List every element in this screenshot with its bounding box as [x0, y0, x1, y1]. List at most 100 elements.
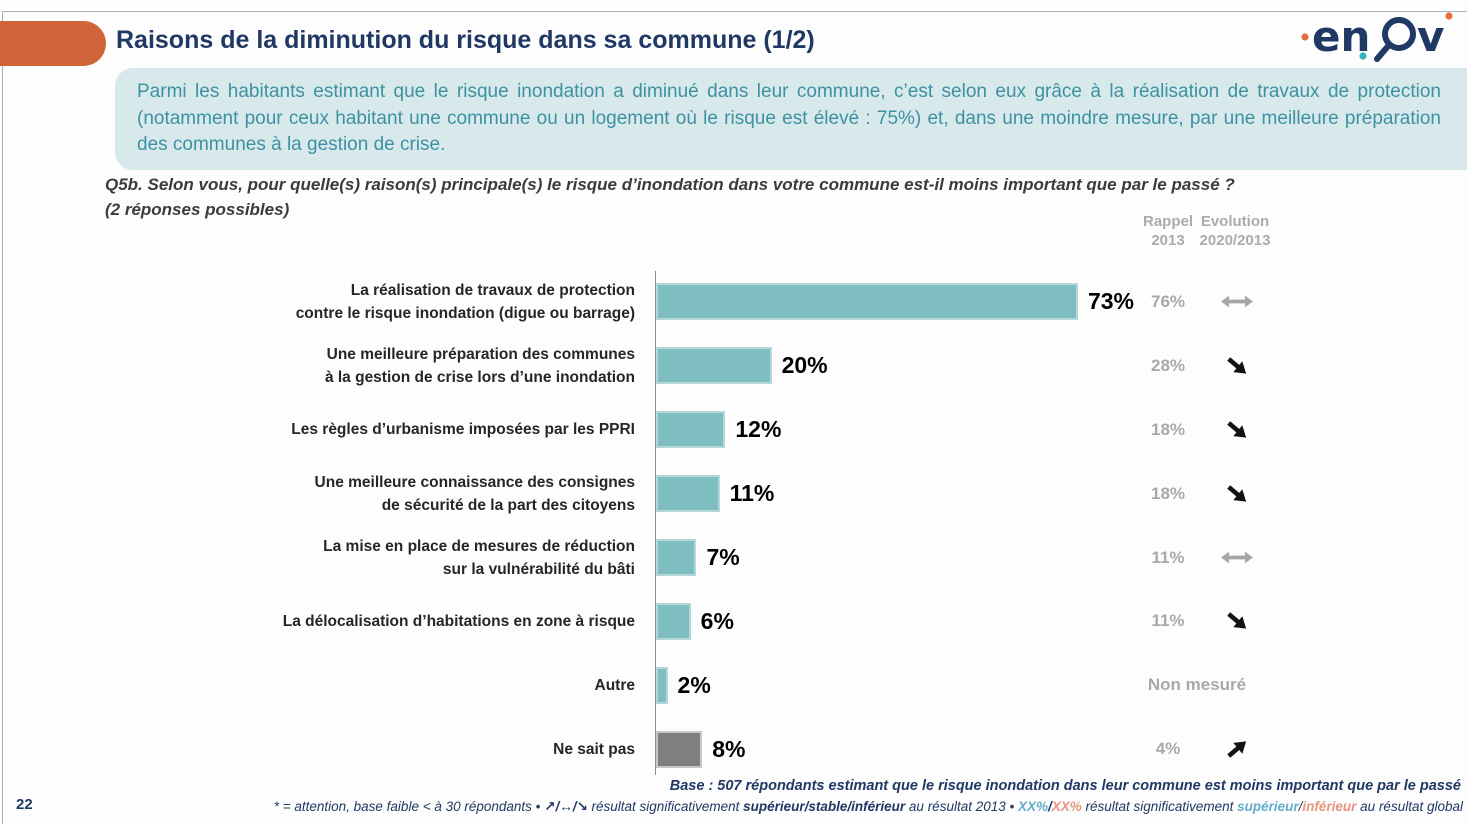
- evolution-cell: [1208, 353, 1266, 379]
- rappel-2013-value: Non mesuré: [1147, 675, 1247, 695]
- bar-value-label: 12%: [735, 416, 782, 443]
- footer-segment: * = attention, base faible < à 30 répond…: [273, 799, 545, 814]
- footer-segment: supérieur: [1237, 799, 1299, 814]
- rappel-2013-value: 28%: [1150, 355, 1186, 375]
- bar: [656, 730, 703, 768]
- category-label: Les règles d’urbanisme imposées par les …: [291, 421, 635, 439]
- chart-row: La délocalisation d’habitations en zone …: [0, 589, 1467, 653]
- logo-orange-dot-left: [1301, 33, 1309, 41]
- evolution-down-arrow-icon: [1227, 484, 1247, 502]
- bar-value-label: 73%: [1087, 288, 1134, 315]
- slide-top-border: [2, 11, 1467, 12]
- bar-value-label: 7%: [706, 544, 740, 570]
- bar: [656, 283, 1078, 321]
- evolution-down-arrow-icon: [1227, 357, 1247, 374]
- bar-zone: 7%: [656, 539, 1128, 576]
- logo-magnifier-icon: [1382, 17, 1416, 51]
- evolution-up-arrow-icon: [1227, 741, 1247, 758]
- base-note: Base : 507 répondants estimant que le ri…: [669, 778, 1461, 794]
- chart-row: La mise en place de mesures de réduction…: [0, 526, 1467, 590]
- evolution-cell: [1208, 549, 1266, 566]
- logo-letters-en: en: [1312, 12, 1370, 61]
- enov-logo: en v: [1297, 6, 1457, 69]
- logo-teal-dot: [1359, 52, 1367, 60]
- footer-segment: /: [1298, 799, 1303, 814]
- footer-segment: résultat significativement: [1081, 799, 1238, 814]
- bar-value-label: 20%: [781, 352, 828, 379]
- bar-chart: La réalisation de travaux de protection …: [0, 270, 1467, 781]
- question-line2: (2 réponses possibles): [105, 200, 290, 219]
- footer-segment: au résultat 2013 •: [905, 799, 1018, 814]
- chart-row: Autre 2% Non mesuré: [0, 653, 1467, 717]
- bar: [656, 539, 697, 576]
- bar: [656, 347, 772, 385]
- footer-legend: * = attention, base faible < à 30 répond…: [274, 799, 1463, 815]
- question-text: Q5b. Selon vous, pour quelle(s) raison(s…: [105, 172, 1385, 222]
- rappel-2013-value: 11%: [1151, 547, 1185, 567]
- category-label: Une meilleure connaissance des consignes…: [314, 473, 635, 514]
- evolution-cell: [1208, 608, 1266, 634]
- footer-segment: /: [1048, 799, 1052, 814]
- bar-zone: 11%: [656, 475, 1128, 513]
- bar-zone: 6%: [656, 602, 1128, 640]
- category-label: Une meilleure préparation des communes à…: [324, 345, 635, 386]
- category-label: La délocalisation d’habitations en zone …: [282, 612, 635, 630]
- rappel-2013-value: 18%: [1150, 419, 1186, 439]
- footer-segment: résultat significativement: [591, 799, 744, 814]
- category-label: La réalisation de travaux de protection …: [295, 281, 635, 322]
- enov-logo-graphic: en v: [1301, 12, 1453, 62]
- bar-zone: 8%: [656, 730, 1128, 768]
- bar-zone: 73%: [656, 283, 1134, 321]
- bar-value-label: 8%: [712, 735, 746, 762]
- rappel-2013-value: 4%: [1155, 739, 1181, 759]
- column-header-evolution: Evolution 2020/2013: [1199, 213, 1271, 249]
- bar: [656, 411, 726, 449]
- rappel-2013-value: 11%: [1151, 611, 1185, 631]
- evolution-cell: [1208, 293, 1266, 310]
- question-line1: Q5b. Selon vous, pour quelle(s) raison(s…: [105, 175, 1235, 194]
- evolution-cell: [1208, 481, 1266, 507]
- footer-segment: XX%: [1051, 799, 1082, 814]
- evolution-stable-arrow-icon: [1221, 551, 1253, 564]
- chart-row: Les règles d’urbanisme imposées par les …: [0, 398, 1467, 462]
- bar-value-label: 2%: [677, 671, 711, 698]
- evolution-down-arrow-icon: [1227, 612, 1247, 630]
- footer-segment: XX%: [1017, 799, 1048, 814]
- page-title: Raisons de la diminution du risque dans …: [116, 26, 815, 54]
- intro-text: Parmi les habitants estimant que le risq…: [137, 81, 1441, 155]
- logo-magnifier-handle: [1374, 42, 1392, 62]
- intro-highlight-box: Parmi les habitants estimant que le risq…: [115, 68, 1467, 170]
- category-label: La mise en place de mesures de réduction…: [323, 537, 635, 578]
- logo-letter-v: v: [1417, 12, 1444, 61]
- evolution-cell: [1208, 417, 1266, 443]
- bar-value-label: 11%: [729, 480, 775, 507]
- category-label: Autre: [594, 676, 635, 694]
- slide-left-border: [2, 11, 3, 824]
- chart-row: Ne sait pas 8% 4%: [0, 717, 1467, 781]
- footer-segment: inférieur: [1302, 799, 1357, 814]
- column-header-rappel-2013: Rappel 2013: [1142, 213, 1193, 249]
- chart-row: Une meilleure préparation des communes à…: [0, 334, 1467, 398]
- bar: [656, 602, 691, 640]
- page-number: 22: [16, 796, 33, 813]
- footer-segment: au résultat global: [1356, 799, 1463, 814]
- rappel-2013-value: 18%: [1150, 483, 1186, 503]
- footer-segment: supérieur/stable/inférieur: [743, 799, 906, 814]
- bar-value-label: 6%: [700, 607, 734, 634]
- title-accent-pill: [0, 21, 106, 66]
- bar: [656, 666, 668, 704]
- rappel-2013-value: 76%: [1150, 291, 1186, 311]
- evolution-cell: [1208, 736, 1266, 762]
- chart-row: Une meilleure connaissance des consignes…: [0, 462, 1467, 526]
- footer-segment: ↗/↔/↘: [544, 799, 592, 814]
- category-label: Ne sait pas: [553, 740, 635, 758]
- evolution-down-arrow-icon: [1227, 421, 1247, 438]
- chart-row: La réalisation de travaux de protection …: [0, 270, 1467, 334]
- bar-zone: 12%: [656, 411, 1128, 449]
- bar-zone: 2%: [656, 666, 1128, 704]
- evolution-stable-arrow-icon: [1221, 296, 1253, 308]
- chart-axis-line: [655, 271, 656, 775]
- logo-orange-dot-right: [1445, 12, 1453, 20]
- bar: [656, 475, 720, 513]
- bar-zone: 20%: [656, 347, 1128, 385]
